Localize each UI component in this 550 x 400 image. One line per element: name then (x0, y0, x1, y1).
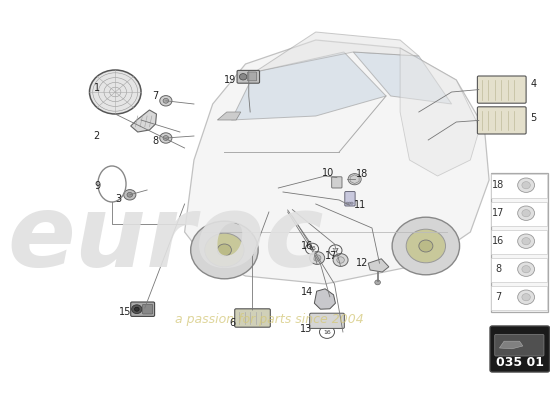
Circle shape (419, 240, 433, 252)
Bar (492, 230, 547, 254)
Circle shape (160, 133, 172, 143)
Circle shape (191, 221, 258, 279)
FancyBboxPatch shape (237, 70, 260, 83)
FancyBboxPatch shape (248, 72, 257, 81)
Circle shape (346, 202, 349, 204)
Text: 1: 1 (94, 83, 100, 93)
Circle shape (518, 262, 535, 276)
Circle shape (90, 70, 141, 114)
Circle shape (518, 206, 535, 220)
Polygon shape (368, 259, 389, 272)
Text: 16: 16 (301, 241, 314, 252)
Bar (492, 174, 547, 198)
Circle shape (337, 257, 344, 263)
Text: 7: 7 (152, 91, 158, 101)
Text: 17: 17 (325, 251, 337, 261)
Circle shape (348, 174, 361, 185)
Text: 5: 5 (531, 113, 537, 123)
Polygon shape (185, 40, 489, 284)
Circle shape (333, 254, 348, 266)
Text: 8: 8 (495, 264, 501, 274)
Text: 15: 15 (119, 307, 131, 317)
Circle shape (522, 238, 530, 245)
Circle shape (205, 233, 244, 267)
Circle shape (518, 290, 535, 304)
Circle shape (131, 305, 142, 314)
Circle shape (350, 202, 353, 204)
FancyBboxPatch shape (332, 177, 342, 188)
FancyBboxPatch shape (477, 76, 526, 103)
FancyBboxPatch shape (477, 107, 526, 134)
Bar (492, 202, 547, 226)
Polygon shape (255, 32, 419, 72)
Circle shape (348, 202, 351, 204)
Polygon shape (232, 52, 386, 120)
Text: 2: 2 (94, 131, 100, 141)
Circle shape (217, 244, 232, 256)
Circle shape (127, 192, 133, 197)
Polygon shape (353, 52, 452, 104)
Circle shape (522, 266, 530, 273)
Text: 18: 18 (492, 180, 504, 190)
Polygon shape (131, 110, 157, 132)
Text: euroc: euroc (8, 192, 324, 288)
Circle shape (124, 190, 136, 200)
Circle shape (160, 96, 172, 106)
Text: 17: 17 (332, 248, 339, 253)
Text: 14: 14 (301, 287, 314, 297)
Text: 13: 13 (300, 324, 312, 334)
FancyBboxPatch shape (490, 326, 549, 372)
Circle shape (406, 229, 446, 263)
FancyBboxPatch shape (142, 304, 153, 314)
Circle shape (310, 252, 324, 264)
FancyBboxPatch shape (310, 313, 344, 328)
Bar (491, 173, 548, 312)
Circle shape (375, 280, 381, 285)
Circle shape (314, 255, 321, 261)
Text: 8: 8 (152, 136, 158, 146)
Text: 9: 9 (94, 181, 100, 191)
FancyBboxPatch shape (345, 192, 355, 206)
Text: 4: 4 (531, 79, 537, 89)
Circle shape (163, 98, 169, 103)
Text: 3: 3 (115, 194, 121, 204)
Circle shape (518, 178, 535, 192)
Polygon shape (499, 341, 523, 349)
Circle shape (522, 182, 530, 189)
Bar (492, 286, 547, 310)
Text: 6: 6 (229, 318, 235, 328)
Circle shape (522, 210, 530, 217)
Text: 035 01: 035 01 (496, 356, 544, 369)
Text: 17: 17 (492, 208, 504, 218)
Text: 16: 16 (323, 330, 331, 334)
Text: 16: 16 (308, 246, 316, 251)
Circle shape (522, 294, 530, 301)
Text: 12: 12 (356, 258, 369, 268)
Text: 18: 18 (356, 170, 369, 180)
Bar (492, 258, 547, 282)
Polygon shape (315, 289, 336, 309)
Polygon shape (400, 48, 480, 176)
Polygon shape (217, 112, 241, 120)
Circle shape (134, 307, 139, 311)
Text: 10: 10 (322, 168, 334, 178)
Text: 16: 16 (492, 236, 504, 246)
FancyBboxPatch shape (131, 302, 155, 316)
FancyBboxPatch shape (235, 309, 270, 327)
Text: 11: 11 (354, 200, 366, 210)
Circle shape (518, 234, 535, 248)
FancyBboxPatch shape (494, 334, 544, 356)
Text: 19: 19 (224, 75, 236, 85)
Text: a passion for parts since 2004: a passion for parts since 2004 (174, 314, 364, 326)
Text: 7: 7 (495, 292, 501, 302)
Circle shape (392, 217, 460, 275)
Circle shape (239, 74, 247, 80)
Circle shape (163, 136, 169, 140)
